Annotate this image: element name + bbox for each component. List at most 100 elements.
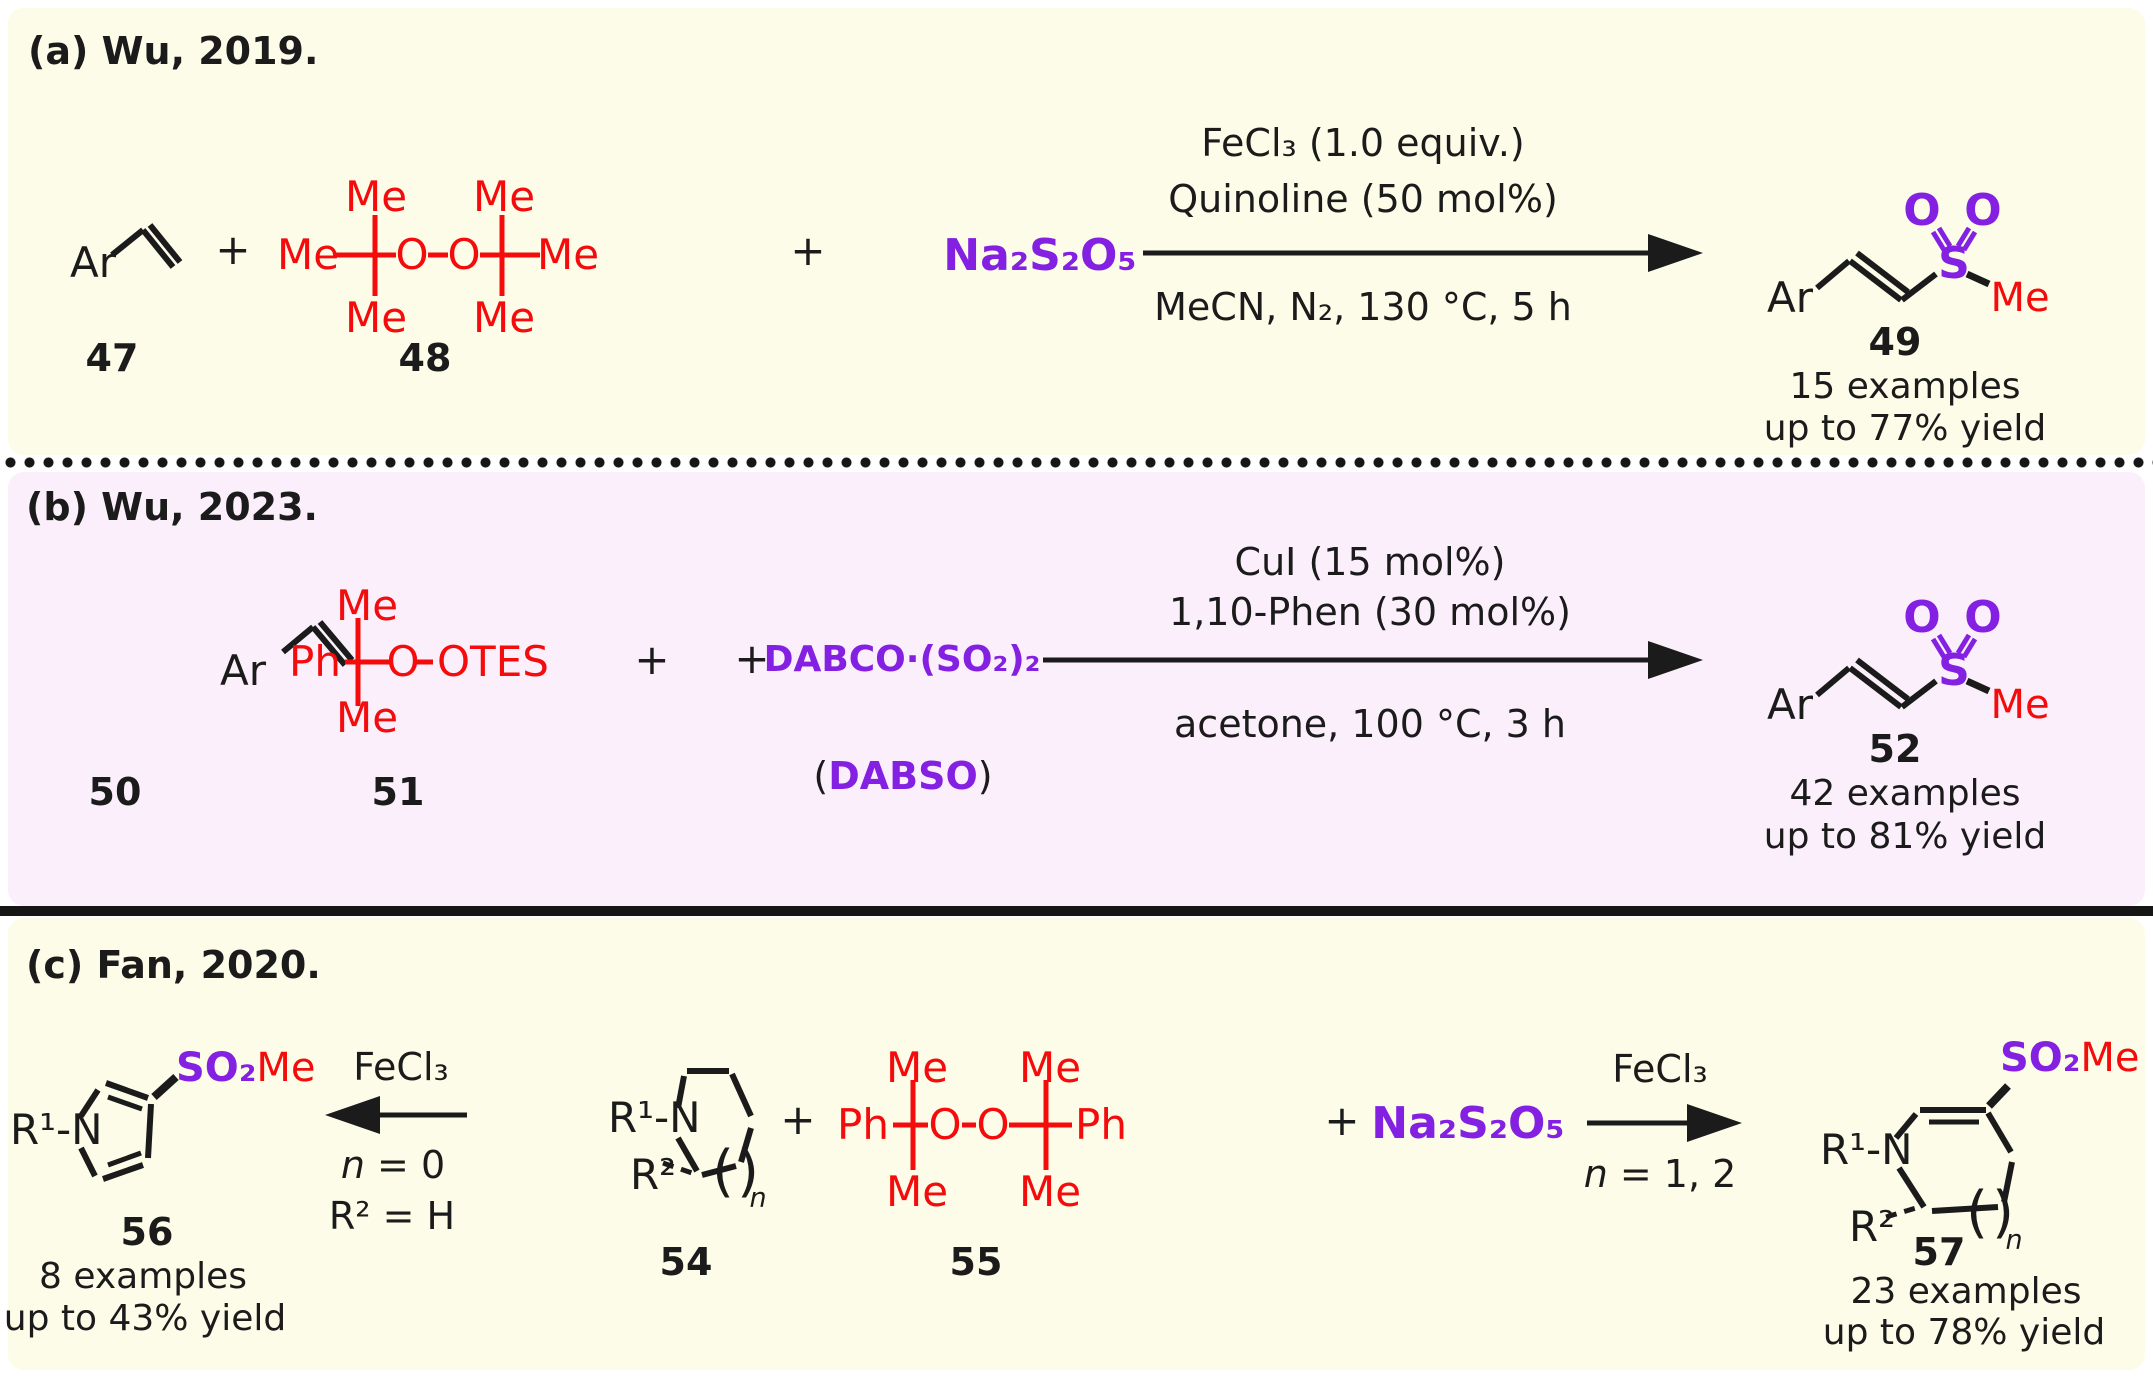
n-variable: n bbox=[1583, 1152, 1608, 1196]
dcp-o-label: O bbox=[928, 1100, 962, 1149]
section-a-title: (a) Wu, 2019. bbox=[28, 29, 319, 73]
section-a-panel bbox=[8, 8, 2145, 455]
structure-55-bonds bbox=[893, 1080, 1072, 1170]
right-arrow-reagent: FeCl₃ bbox=[1612, 1047, 1708, 1091]
dcp-ph-label: Ph bbox=[837, 1100, 889, 1149]
product-49-examples: 15 examples bbox=[1789, 366, 2021, 407]
arrow-c-left bbox=[325, 1096, 467, 1134]
solid-separator bbox=[0, 906, 2153, 916]
perester-otes-label: OTES bbox=[437, 637, 549, 686]
product-57-examples: 23 examples bbox=[1850, 1271, 2082, 1312]
right-arrow-n-condition: n = 1, 2 bbox=[1584, 1155, 1737, 1193]
compound-number-47: 47 bbox=[85, 336, 139, 380]
product-52-o-label: O bbox=[1964, 592, 2002, 643]
dcp-me-label: Me bbox=[885, 1167, 949, 1216]
product-52-examples: 42 examples bbox=[1789, 773, 2021, 814]
perester-me-label: Me bbox=[335, 693, 399, 742]
dabso-name: (DABSO) bbox=[813, 757, 992, 795]
ring-size-paren-open: ( bbox=[712, 1139, 734, 1204]
product-52-yield: up to 81% yield bbox=[1763, 816, 2047, 857]
product-49-s-label: S bbox=[1938, 238, 1970, 289]
reactant-47-ar-label: Ar bbox=[70, 238, 116, 287]
arrow-a bbox=[1143, 234, 1703, 272]
dcp-me-label: Me bbox=[1018, 1167, 1082, 1216]
plus-sign: + bbox=[734, 634, 770, 683]
amine-r1n-label: R¹-N bbox=[608, 1093, 701, 1142]
section-c-panel bbox=[8, 918, 2145, 1370]
structure-51-bonds bbox=[345, 618, 433, 706]
sodium-metabisulfite-formula: Na₂S₂O₅ bbox=[1371, 1098, 1565, 1149]
dabso-name-text: DABSO bbox=[828, 754, 978, 798]
plus-sign: + bbox=[1324, 1096, 1360, 1145]
dtbp-o-label: O bbox=[447, 230, 481, 279]
section-b-panel bbox=[8, 472, 2145, 906]
compound-number-50: 50 bbox=[88, 770, 142, 814]
structure-52-bonds bbox=[1815, 633, 1991, 710]
ring-size-n-subscript: n bbox=[749, 1182, 767, 1214]
structure-48-bonds bbox=[336, 215, 540, 296]
me-part: Me bbox=[256, 1045, 316, 1091]
product-52-me-label: Me bbox=[1990, 682, 2050, 728]
plus-sign: + bbox=[780, 1095, 816, 1144]
me-part: Me bbox=[2080, 1035, 2140, 1081]
product-49-yield: up to 77% yield bbox=[1763, 408, 2047, 449]
compound-number-51: 51 bbox=[371, 770, 425, 814]
product-57-yield: up to 78% yield bbox=[1822, 1312, 2106, 1353]
structure-50-bonds bbox=[281, 620, 355, 667]
n-variable: n bbox=[340, 1143, 365, 1187]
ring-size-n-subscript: n bbox=[2005, 1224, 2023, 1256]
structure-47-bonds bbox=[110, 223, 183, 269]
pyrrole-r1n-label: R¹-N bbox=[10, 1105, 103, 1154]
compound-number-54: 54 bbox=[659, 1240, 713, 1284]
conditions-b-line2: 1,10-Phen (30 mol%) bbox=[1169, 590, 1571, 634]
n-value: = 0 bbox=[364, 1143, 446, 1187]
dtbp-me-label: Me bbox=[344, 293, 408, 342]
conditions-a-line3: MeCN, N₂, 130 °C, 5 h bbox=[1154, 285, 1572, 329]
product-49-o-label: O bbox=[1903, 185, 1941, 236]
dtbp-o-label: O bbox=[395, 230, 429, 279]
compound-number-57: 57 bbox=[1912, 1230, 1966, 1274]
left-arrow-r2-condition: R² = H bbox=[328, 1194, 456, 1238]
left-arrow-n-condition: n = 0 bbox=[341, 1146, 445, 1184]
product-56-yield: up to 43% yield bbox=[3, 1298, 287, 1339]
structure-54-bonds bbox=[662, 1068, 754, 1178]
product-57-so2me-label: SO₂Me bbox=[2000, 1038, 2139, 1078]
section-c-title: (c) Fan, 2020. bbox=[26, 943, 321, 987]
conditions-b-line1: CuI (15 mol%) bbox=[1234, 540, 1506, 584]
ring-size-paren-close: ) bbox=[737, 1139, 759, 1204]
plus-sign: + bbox=[215, 225, 251, 274]
structure-56-bonds bbox=[78, 1074, 179, 1182]
dabso-paren-close: ) bbox=[977, 754, 993, 798]
dabso-formula: DABCO·(SO₂)₂ bbox=[763, 639, 1041, 680]
compound-number-49: 49 bbox=[1868, 320, 1922, 364]
plus-sign: + bbox=[790, 226, 826, 275]
product-52-ar-label: Ar bbox=[1767, 680, 1813, 729]
conditions-b-line3: acetone, 100 °C, 3 h bbox=[1174, 702, 1566, 746]
dcp-me-label: Me bbox=[885, 1043, 949, 1092]
product-49-me-label: Me bbox=[1990, 275, 2050, 321]
compound-number-55: 55 bbox=[949, 1240, 1003, 1284]
dtbp-me-label: Me bbox=[344, 172, 408, 221]
so2-part: SO₂ bbox=[2000, 1035, 2081, 1081]
product-52-o-label: O bbox=[1903, 592, 1941, 643]
dcp-o-label: O bbox=[976, 1100, 1010, 1149]
plus-sign: + bbox=[634, 635, 670, 684]
so2-part: SO₂ bbox=[176, 1045, 257, 1091]
structure-49-bonds bbox=[1815, 226, 1991, 303]
sodium-metabisulfite-formula: Na₂S₂O₅ bbox=[943, 230, 1137, 281]
product-56-examples: 8 examples bbox=[38, 1256, 248, 1297]
perester-me-label: Me bbox=[335, 581, 399, 630]
left-arrow-reagent: FeCl₃ bbox=[353, 1045, 449, 1089]
dtbp-me-label: Me bbox=[472, 293, 536, 342]
conditions-a-line1: FeCl₃ (1.0 equiv.) bbox=[1201, 121, 1525, 165]
dtbp-me-label: Me bbox=[536, 230, 600, 279]
product-49-o-label: O bbox=[1964, 185, 2002, 236]
dtbp-me-label: Me bbox=[276, 230, 340, 279]
dtbp-me-label: Me bbox=[472, 172, 536, 221]
compound-number-56: 56 bbox=[120, 1210, 174, 1254]
dcp-me-label: Me bbox=[1018, 1043, 1082, 1092]
compound-number-52: 52 bbox=[1868, 727, 1922, 771]
ring-size-paren-close: ) bbox=[1992, 1180, 2014, 1245]
